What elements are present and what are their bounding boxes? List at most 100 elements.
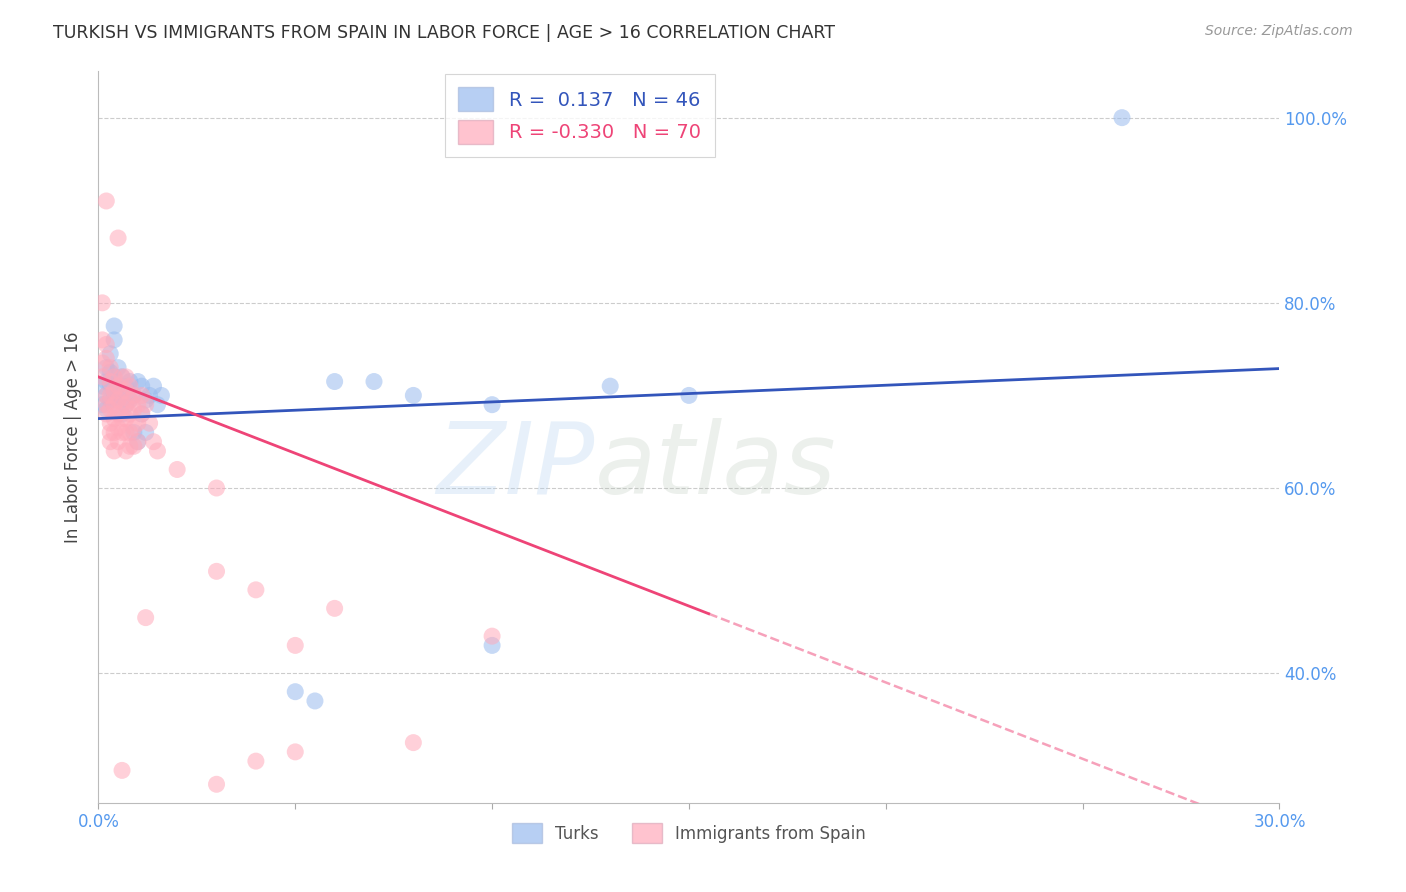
Point [96,194,118,208]
Point [103,425,125,440]
Point [481,629,503,643]
Y-axis label: In Labor Force | Age > 16: In Labor Force | Age > 16 [65,331,83,543]
Point [402,388,425,402]
Point [284,684,307,698]
Point [142,379,165,393]
Text: Source: ZipAtlas.com: Source: ZipAtlas.com [1205,24,1353,38]
Point [678,388,700,402]
Point [115,411,138,425]
Point [323,375,346,389]
Point [115,425,138,440]
Point [98,434,121,449]
Text: TURKISH VS IMMIGRANTS FROM SPAIN IN LABOR FORCE | AGE > 16 CORRELATION CHART: TURKISH VS IMMIGRANTS FROM SPAIN IN LABO… [53,24,835,42]
Point [103,388,125,402]
Point [98,388,121,402]
Point [107,392,129,407]
Point [98,365,121,379]
Point [118,407,141,421]
Point [107,407,129,421]
Point [205,777,228,791]
Point [127,416,149,430]
Point [96,388,118,402]
Point [245,754,267,768]
Point [103,411,125,425]
Point [138,416,160,430]
Point [98,347,121,361]
Point [103,384,125,398]
Point [131,407,153,421]
Point [107,360,129,375]
Point [103,333,125,347]
Point [103,398,125,412]
Point [304,694,326,708]
Point [135,610,157,624]
Point [115,398,138,412]
Point [107,231,129,245]
Point [118,392,141,407]
Text: ZIP: ZIP [436,417,595,515]
Point [107,421,129,435]
Point [111,764,134,778]
Point [131,388,153,402]
Point [1111,111,1133,125]
Point [245,582,267,597]
Point [142,434,165,449]
Point [111,425,134,440]
Point [103,370,125,384]
Point [98,402,121,417]
Legend: Turks, Immigrants from Spain: Turks, Immigrants from Spain [505,817,873,849]
Point [111,384,134,398]
Point [118,379,141,393]
Point [111,370,134,384]
Point [111,370,134,384]
Point [118,392,141,407]
Point [127,434,149,449]
Point [127,375,149,389]
Point [122,388,145,402]
Point [135,425,157,440]
Point [91,295,114,310]
Point [96,351,118,366]
Point [363,375,385,389]
Point [127,434,149,449]
Point [131,379,153,393]
Point [96,388,118,402]
Point [107,434,129,449]
Point [205,565,228,579]
Point [115,384,138,398]
Point [111,407,134,421]
Point [122,421,145,435]
Point [115,379,138,393]
Point [96,360,118,375]
Point [122,439,145,453]
Point [111,398,134,412]
Point [96,337,118,351]
Point [111,411,134,425]
Point [284,745,307,759]
Point [98,416,121,430]
Point [107,392,129,407]
Point [166,462,188,476]
Point [98,392,121,407]
Point [402,736,425,750]
Point [481,639,503,653]
Point [91,398,114,412]
Point [599,379,621,393]
Point [103,318,125,333]
Point [96,407,118,421]
Point [138,388,160,402]
Point [98,425,121,440]
Point [91,356,114,370]
Point [96,398,118,412]
Point [122,388,145,402]
Point [98,375,121,389]
Point [96,375,118,389]
Point [98,360,121,375]
Point [135,398,157,412]
Point [118,439,141,453]
Point [481,398,503,412]
Point [146,444,169,458]
Point [146,398,169,412]
Point [91,379,114,393]
Point [118,425,141,440]
